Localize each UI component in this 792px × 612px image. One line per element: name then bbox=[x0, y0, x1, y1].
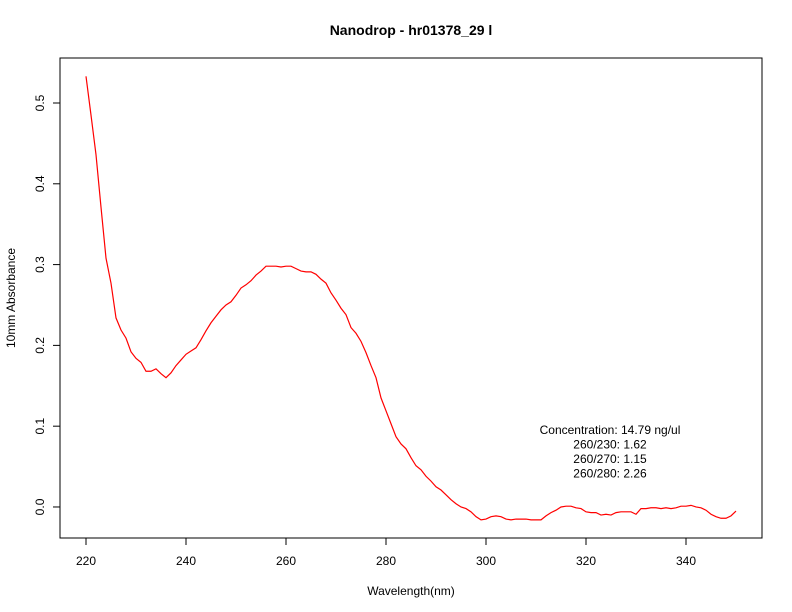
y-tick-label: 0.4 bbox=[33, 175, 47, 192]
y-tick-label: 0.1 bbox=[33, 418, 47, 435]
annotation: Concentration: 14.79 ng/ul bbox=[540, 423, 681, 437]
x-tick-label: 300 bbox=[476, 554, 496, 568]
x-tick-label: 280 bbox=[376, 554, 396, 568]
plot-frame bbox=[59, 57, 763, 539]
annotation: 260/230: 1.62 bbox=[573, 438, 647, 452]
y-axis-label: 10mm Absorbance bbox=[4, 248, 18, 348]
x-tick-label: 320 bbox=[576, 554, 596, 568]
y-tick-label: 0.2 bbox=[33, 337, 47, 354]
annotation: 260/280: 2.26 bbox=[573, 467, 647, 481]
x-axis-label: Wavelength(nm) bbox=[367, 584, 455, 598]
chart-title: Nanodrop - hr01378_29 l bbox=[330, 22, 493, 38]
annotation: 260/270: 1.15 bbox=[573, 452, 647, 466]
y-tick-label: 0.0 bbox=[33, 498, 47, 515]
y-tick-label: 0.3 bbox=[33, 256, 47, 273]
y-tick-label: 0.5 bbox=[33, 94, 47, 111]
x-tick-label: 340 bbox=[676, 554, 696, 568]
x-tick-label: 260 bbox=[276, 554, 296, 568]
data-line bbox=[85, 76, 737, 521]
x-tick-label: 220 bbox=[76, 554, 96, 568]
x-tick-label: 240 bbox=[176, 554, 196, 568]
